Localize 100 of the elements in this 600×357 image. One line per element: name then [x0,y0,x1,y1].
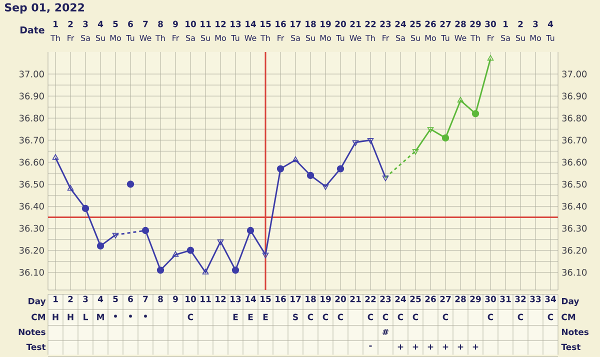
text: C [488,314,494,320]
point [276,165,284,172]
chart-title: Sep 01, 2022 [4,3,84,14]
y-tick-label: 36.20 [20,246,44,254]
x2-tick-label: 25 [410,20,421,28]
x2-tick-label: 27 [440,20,451,28]
y-tick-label: 37.00 [20,70,44,78]
x2-tick-label: 8 [158,20,163,28]
x2-tick-label: 30 [485,20,496,28]
y-tick-label: 36.70 [20,136,44,144]
y2-tick-label: 36.20 [562,246,587,254]
point [52,154,59,160]
y-tick-label: 36.60 [20,158,44,166]
x2-tick-label: 16 [276,20,286,28]
point [246,226,254,234]
x-tick-label: 19 [320,296,331,302]
text: + [428,344,434,350]
x2-axis-title: Date [20,26,44,34]
text: CM [562,314,576,320]
x2-tick-label: 26 [425,20,436,28]
text: Day [28,298,46,306]
text: C [188,314,194,320]
y2-tick-label: 36.50 [562,180,587,188]
point [142,226,150,234]
text: C [368,314,374,320]
text: C [548,314,554,320]
x2-tick-label: 5 [113,20,118,28]
y-tick-label: 36.30 [20,224,44,232]
point [322,184,329,190]
text: # [382,328,388,336]
x2-tick-label: 7 [143,20,148,28]
point [382,176,389,182]
x2-tick-label: 22 [365,20,376,28]
x2-tick-label: 11 [200,20,211,28]
y2-tick-label: 36.60 [562,158,587,166]
point [156,266,164,274]
x-tick-label: 25 [410,296,421,302]
y2-tick-label: 36.70 [562,136,587,144]
text: C [412,314,418,320]
x-tick-label: 33 [530,296,541,302]
point [412,149,419,155]
text: H [52,314,58,320]
x-tick-label: 28 [455,296,466,302]
point [126,180,134,188]
y-tick-label: 36.40 [20,202,44,210]
point [427,127,434,133]
text: CM [32,314,46,320]
x-tick-label: 9 [172,296,178,302]
point [352,140,359,146]
point [67,185,74,191]
text: C [338,314,344,320]
point [217,240,224,246]
point [232,266,240,274]
point [112,232,119,238]
text: + [442,344,448,350]
text: C [398,314,404,320]
x-tick-label: 20 [335,296,346,302]
x2-tick-label: 1 [504,20,508,28]
text: • [144,314,147,318]
x-tick-label: 16 [276,296,286,302]
text: + [412,344,418,350]
x-tick-label: 15 [260,296,271,302]
x2-tick-label: 20 [335,20,346,28]
x-tick-label: 29 [470,296,481,302]
x-tick-label: 2 [68,296,73,302]
text: C [382,314,388,320]
y2-tick-label: 36.90 [562,92,587,100]
point [457,96,464,102]
x2-tick-label: 28 [455,20,466,28]
point [172,251,179,257]
x2-tick-label: 3 [83,20,88,28]
x2-tick-label: 18 [306,20,316,28]
point [442,134,450,142]
x-tick-label: 12 [216,296,226,302]
text: C [308,314,314,320]
x-tick-label: 11 [200,296,211,302]
x2-tick-label: 21 [350,20,361,28]
x2-tick-label: 4 [548,20,554,28]
x-tick-label: 6 [128,296,133,302]
x-tick-label: 26 [425,296,436,302]
text: C [322,314,328,320]
y-tick-label: 36.90 [20,92,44,100]
x-tick-label: 22 [365,296,376,302]
x2-tick-label: 14 [246,20,256,28]
point [186,246,194,254]
text: + [458,344,464,350]
point [336,165,344,172]
x-tick-label: 24 [395,296,406,302]
text: E [233,314,238,320]
x-tick-label: 7 [143,296,148,302]
x-tick-label: 27 [440,296,451,302]
x-tick-label: 17 [290,296,301,302]
x-tick-label: 30 [485,296,496,302]
point [262,252,269,258]
text: E [248,314,253,320]
point [472,110,480,118]
text: - [369,345,372,347]
x2-tick-label: 1 [54,20,58,28]
point [306,172,314,179]
text: C [442,314,448,320]
